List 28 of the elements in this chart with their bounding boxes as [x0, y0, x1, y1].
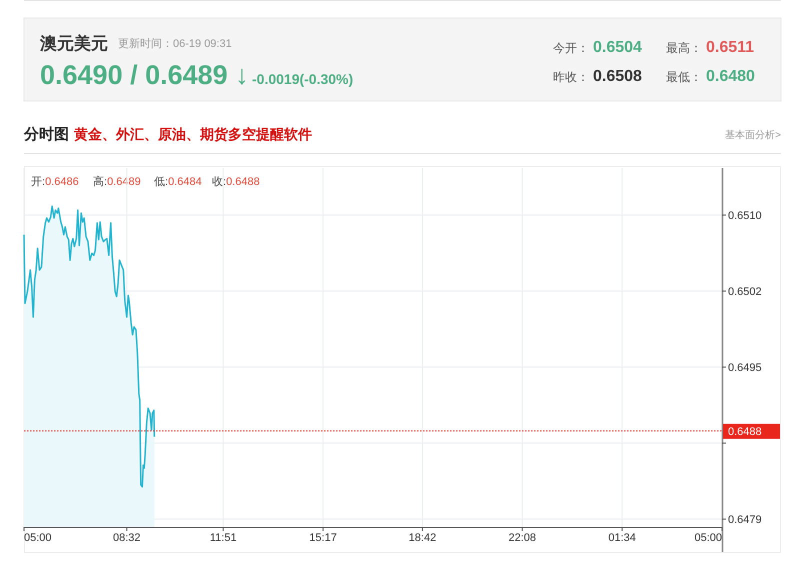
text: 昨收：0.6508 [553, 68, 642, 85]
text: 黄金、外汇、原油、期货多空提醒软件 [73, 126, 312, 142]
x-tick-label: 05:00 [694, 532, 722, 544]
annotation: 开:0.6486 [31, 176, 79, 188]
x-tick-label: 15:17 [309, 532, 337, 544]
annotation: 收:0.6488 [212, 176, 260, 188]
ref-line-label: 0.6488 [728, 426, 762, 438]
y-tick-label: 0.6479 [728, 514, 762, 526]
annotation: 高:0.6489 [93, 175, 141, 188]
y-tick-label: 0.6495 [728, 362, 762, 374]
annotation: 低:0.6484 [154, 176, 202, 188]
x-tick-label: 05:00 [24, 532, 52, 544]
text: 基本面分析> [725, 129, 782, 141]
x-tick-label: 08:32 [112, 532, 141, 544]
chart-title: 澳元美元 [39, 34, 108, 53]
x-tick-label: 18:42 [408, 532, 436, 544]
chart-subtitle: 更新时间：06-19 09:31 [118, 37, 232, 50]
text: 最低：0.6480 [666, 68, 756, 85]
y-tick-label: 0.6510 [728, 210, 762, 222]
x-tick-label: 01:34 [608, 532, 636, 544]
text: 今开：0.6504 [553, 39, 642, 56]
text: 0.6490 / 0.6489 ↓ [40, 60, 249, 90]
y-tick-label: 0.6502 [728, 286, 762, 298]
text: 最高：0.6511 [666, 39, 754, 56]
text: -0.0019(-0.30%) [252, 71, 354, 87]
x-tick-label: 22:08 [508, 532, 536, 544]
text: 分时图 [23, 126, 69, 143]
x-tick-label: 11:51 [210, 532, 237, 544]
